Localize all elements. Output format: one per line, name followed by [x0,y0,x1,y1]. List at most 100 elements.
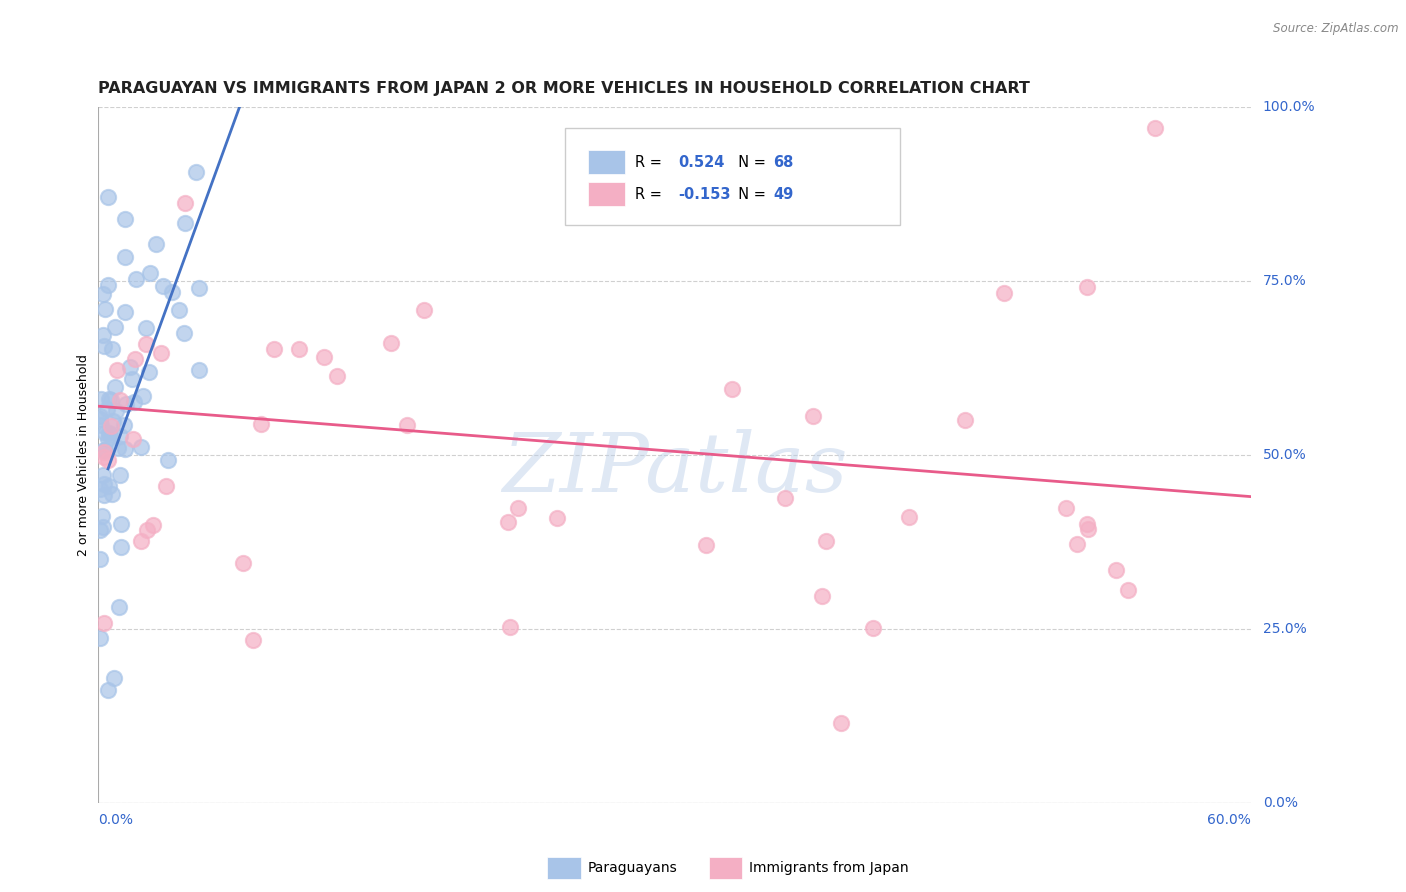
Point [100,393,122,408]
FancyBboxPatch shape [589,150,626,174]
Point [132,389,155,403]
Point [263,343,285,357]
Text: N =: N = [730,154,770,169]
Point [898,509,921,524]
Point [112,417,135,432]
Point [1054,500,1077,515]
Point [107,441,129,455]
Point [142,517,165,532]
Point [1144,120,1167,135]
Point [188,281,211,295]
Point [135,321,157,335]
Point [97,278,120,293]
Point [135,524,157,538]
Point [326,369,349,384]
Point [250,417,273,432]
Text: 75.0%: 75.0% [1263,274,1306,288]
Point [721,382,744,396]
Text: 0.0%: 0.0% [1263,796,1298,810]
Point [89,523,111,537]
Point [104,320,127,334]
Point [1076,516,1098,531]
Point [104,380,127,394]
Point [93,338,115,352]
Point [412,303,434,318]
Text: 50.0%: 50.0% [1263,448,1306,462]
Text: 49: 49 [773,186,793,202]
Point [242,633,264,648]
Point [89,552,111,566]
Point [232,556,254,570]
Text: -0.153: -0.153 [678,186,731,202]
Text: PARAGUAYAN VS IMMIGRANTS FROM JAPAN 2 OR MORE VEHICLES IN HOUSEHOLD CORRELATION : PARAGUAYAN VS IMMIGRANTS FROM JAPAN 2 OR… [98,81,1031,96]
Point [499,620,522,634]
Point [775,491,797,506]
Point [101,487,124,501]
Point [89,483,111,497]
Point [108,468,131,483]
Text: ZIPatlas: ZIPatlas [502,429,848,508]
Point [131,534,153,549]
Point [955,413,977,427]
Point [96,401,118,416]
Text: 100.0%: 100.0% [1263,100,1316,114]
Point [93,477,115,491]
Point [1116,582,1139,597]
Point [105,363,128,377]
Point [150,346,173,360]
Point [98,425,121,440]
Point [830,716,852,731]
Text: R =: R = [634,154,666,169]
Point [93,442,115,457]
Point [104,404,127,418]
Point [152,279,174,293]
Point [508,500,530,515]
Point [695,538,717,552]
Point [184,165,207,179]
Point [93,445,115,459]
Point [93,450,115,465]
Point [103,671,125,685]
Point [118,360,141,375]
Point [1066,537,1088,551]
Point [312,350,335,364]
Text: 60.0%: 60.0% [1208,814,1251,827]
Point [108,428,131,442]
Point [91,508,114,523]
Point [101,414,124,428]
Point [138,365,160,379]
Point [124,352,146,367]
Point [108,600,131,615]
Point [89,631,111,645]
Text: 25.0%: 25.0% [1263,622,1306,636]
Point [89,412,111,426]
Point [93,488,115,502]
Point [100,342,122,356]
Point [97,433,120,447]
Point [93,443,115,458]
Text: 0.0%: 0.0% [98,814,134,827]
Point [114,305,136,319]
Point [155,479,177,493]
Point [90,417,112,432]
Point [97,683,120,698]
FancyBboxPatch shape [565,128,900,226]
Point [97,392,120,406]
Point [1076,280,1098,294]
Point [156,452,179,467]
Point [96,190,118,204]
Point [98,428,121,442]
Text: 68: 68 [773,154,793,169]
Point [122,395,145,409]
Point [862,621,884,635]
Y-axis label: 2 or more Vehicles in Household: 2 or more Vehicles in Household [77,354,90,556]
Text: R =: R = [634,186,666,202]
Point [380,336,402,351]
Point [135,336,157,351]
Point [114,397,136,411]
Point [811,589,834,603]
FancyBboxPatch shape [589,182,626,206]
Point [114,211,136,226]
Point [121,372,143,386]
Point [1104,562,1126,576]
